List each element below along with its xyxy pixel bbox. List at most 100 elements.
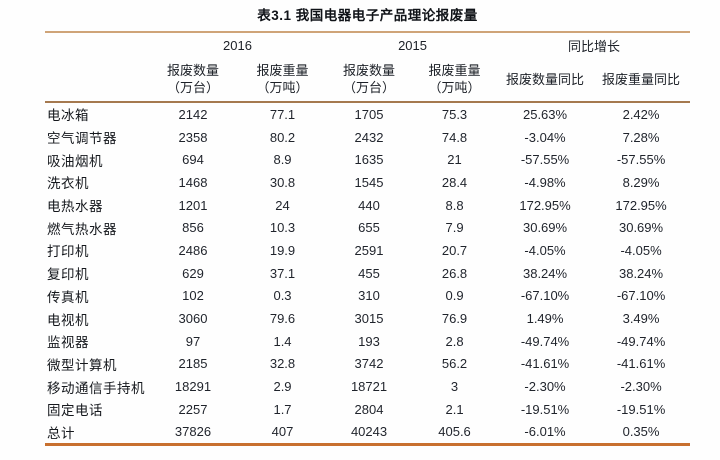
subheader-qty-yoy: 报废数量同比: [498, 57, 593, 103]
table-row: 电冰箱 2142 77.1 1705 75.3 25.63% 2.42%: [45, 102, 690, 126]
weight-2015-cell: 21: [447, 152, 462, 168]
product-name-cell: 总计: [47, 425, 75, 441]
product-name-cell: 打印机: [47, 244, 89, 260]
table-row: 微型计算机 2185 32.8 3742 56.2 -41.61% -41.61…: [45, 353, 690, 376]
qty-2015-cell: 18721: [350, 379, 388, 395]
weight-2015-cell: 74.8: [441, 129, 468, 145]
weight-2015-cell: 2.1: [445, 401, 464, 417]
corner-cell: [45, 32, 148, 103]
header-group-row: 2016 2015 同比增长: [45, 32, 690, 103]
weight-2016-cell: 8.9: [273, 152, 292, 168]
product-name-cell: 燃气热水器: [47, 221, 117, 237]
product-name-cell: 移动通信手持机: [47, 380, 145, 396]
qty-2015-cell: 655: [358, 220, 380, 236]
weight-2016-cell: 32.8: [269, 356, 296, 372]
weight-yoy-cell: 30.69%: [618, 220, 664, 236]
product-name-cell: 空气调节器: [47, 131, 117, 147]
weight-yoy-cell: 172.95%: [615, 197, 667, 213]
weight-2015-cell: 8.8: [445, 197, 464, 213]
scrap-volume-table: 2016 2015 同比增长 报废数量 （万台） 报废重量 （万吨） 报废数量 …: [45, 31, 691, 447]
qty-2015-cell: 3015: [354, 311, 384, 327]
table-row: 空气调节器 2358 80.2 2432 74.8 -3.04% 7.28%: [45, 126, 690, 149]
weight-yoy-cell: -2.30%: [620, 379, 662, 395]
qty-yoy-cell: -4.05%: [524, 242, 566, 258]
weight-2016-cell: 2.9: [273, 379, 292, 395]
weight-2015-cell: 76.9: [441, 311, 468, 327]
table-row: 监视器 97 1.4 193 2.8 -49.74% -49.74%: [45, 330, 690, 353]
qty-2016-cell: 102: [182, 288, 204, 304]
qty-yoy-cell: -41.61%: [520, 356, 570, 372]
qty-2016-cell: 2358: [178, 129, 208, 145]
header-sub-row: 报废数量 （万台） 报废重量 （万吨） 报废数量 （万台） 报废重量 （万吨） …: [45, 57, 691, 103]
weight-2015-cell: 28.4: [441, 174, 468, 190]
qty-2016-cell: 2142: [178, 106, 208, 122]
qty-yoy-cell: -2.30%: [524, 379, 566, 395]
product-name-cell: 固定电话: [47, 403, 103, 419]
weight-2016-cell: 19.9: [269, 242, 296, 258]
qty-2016-cell: 37826: [174, 424, 212, 440]
table-row: 复印机 629 37.1 455 26.8 38.24% 38.24%: [45, 262, 690, 285]
qty-2016-cell: 856: [182, 220, 204, 236]
product-name-cell: 电冰箱: [47, 108, 89, 124]
qty-yoy-cell: 25.63%: [522, 106, 568, 122]
weight-2016-cell: 0.3: [273, 288, 292, 304]
weight-2016-cell: 24: [275, 197, 290, 213]
weight-yoy-cell: 7.28%: [622, 129, 660, 145]
colgroup-2016: 2016: [223, 37, 252, 53]
product-name-cell: 传真机: [47, 289, 89, 305]
qty-2015-cell: 2804: [354, 401, 384, 417]
qty-2016-cell: 2185: [178, 356, 208, 372]
document-page: 表3.1 我国电器电子产品理论报废量 2016 2015 同比增长 报废数量 （…: [0, 7, 720, 460]
weight-2015-cell: 3: [450, 379, 459, 395]
colgroup-yoy-growth: 同比增长: [568, 38, 621, 54]
qty-2016-cell: 694: [182, 152, 204, 168]
product-name-cell: 复印机: [47, 267, 89, 283]
weight-yoy-cell: -4.05%: [620, 242, 662, 258]
table-row: 洗衣机 1468 30.8 1545 28.4 -4.98% 8.29%: [45, 171, 690, 194]
table-header: 2016 2015 同比增长 报废数量 （万台） 报废重量 （万吨） 报废数量 …: [45, 32, 691, 103]
weight-2015-cell: 20.7: [441, 242, 468, 258]
weight-2016-cell: 1.7: [273, 401, 292, 417]
qty-yoy-cell: -3.04%: [524, 129, 566, 145]
table-body: 电冰箱 2142 77.1 1705 75.3 25.63% 2.42% 空气调…: [45, 102, 690, 445]
table-row: 固定电话 2257 1.7 2804 2.1 -19.51% -19.51%: [45, 398, 690, 421]
qty-2015-cell: 3742: [354, 356, 384, 372]
weight-yoy-cell: -67.10%: [616, 288, 666, 304]
qty-2016-cell: 3060: [178, 311, 208, 327]
qty-yoy-cell: -19.51%: [520, 401, 570, 417]
weight-2016-cell: 80.2: [269, 129, 296, 145]
qty-2015-cell: 1545: [354, 174, 384, 190]
qty-yoy-cell: -67.10%: [520, 288, 570, 304]
weight-2015-cell: 7.9: [445, 220, 464, 236]
colgroup-2015: 2015: [398, 37, 427, 53]
table-title: 表3.1 我国电器电子产品理论报废量: [257, 8, 478, 23]
table-row: 燃气热水器 856 10.3 655 7.9 30.69% 30.69%: [45, 216, 690, 239]
table-row: 传真机 102 0.3 310 0.9 -67.10% -67.10%: [45, 285, 690, 308]
qty-2016-cell: 629: [182, 265, 204, 281]
table-row: 打印机 2486 19.9 2591 20.7 -4.05% -4.05%: [45, 239, 690, 262]
qty-2016-cell: 2486: [178, 242, 208, 258]
subheader-weight-2016: 报废重量 （万吨）: [238, 57, 328, 103]
qty-yoy-cell: 1.49%: [526, 311, 564, 327]
weight-2015-cell: 2.8: [445, 333, 464, 349]
weight-2016-cell: 1.4: [273, 333, 292, 349]
subheader-qty-2015: 报废数量 （万台）: [327, 57, 412, 103]
weight-yoy-cell: 0.35%: [622, 424, 660, 440]
qty-2016-cell: 18291: [174, 379, 212, 395]
product-name-cell: 监视器: [47, 335, 89, 351]
weight-2016-cell: 37.1: [269, 265, 296, 281]
qty-2016-cell: 2257: [178, 401, 208, 417]
weight-2015-cell: 75.3: [441, 106, 468, 122]
weight-2016-cell: 407: [271, 424, 294, 440]
weight-2015-cell: 0.9: [445, 288, 464, 304]
qty-2015-cell: 455: [358, 265, 380, 281]
qty-2015-cell: 310: [358, 288, 380, 304]
weight-yoy-cell: 2.42%: [622, 106, 660, 122]
weight-yoy-cell: -41.61%: [616, 356, 666, 372]
product-name-cell: 电热水器: [47, 199, 103, 215]
weight-yoy-cell: 3.49%: [622, 311, 660, 327]
table-row: 吸油烟机 694 8.9 1635 21 -57.55% -57.55%: [45, 148, 690, 171]
weight-2016-cell: 77.1: [269, 106, 296, 122]
qty-yoy-cell: -57.55%: [520, 152, 570, 168]
product-name-cell: 电视机: [47, 312, 89, 328]
